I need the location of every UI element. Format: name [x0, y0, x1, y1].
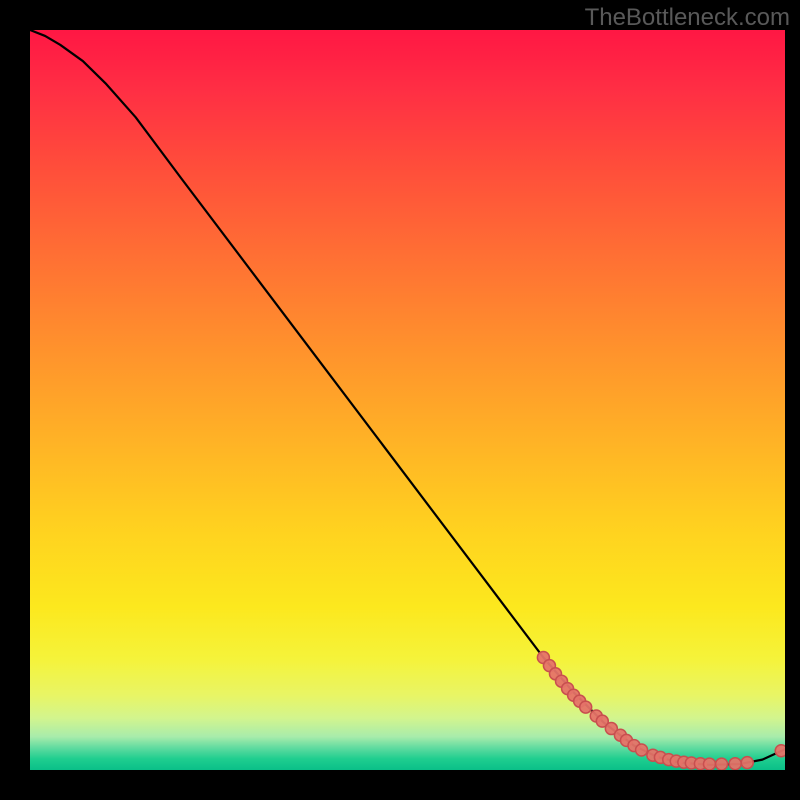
bottleneck-curve-chart	[30, 30, 785, 770]
plot-area	[30, 30, 785, 770]
chart-container: TheBottleneck.com	[0, 0, 800, 800]
watermark-text: TheBottleneck.com	[585, 4, 790, 32]
